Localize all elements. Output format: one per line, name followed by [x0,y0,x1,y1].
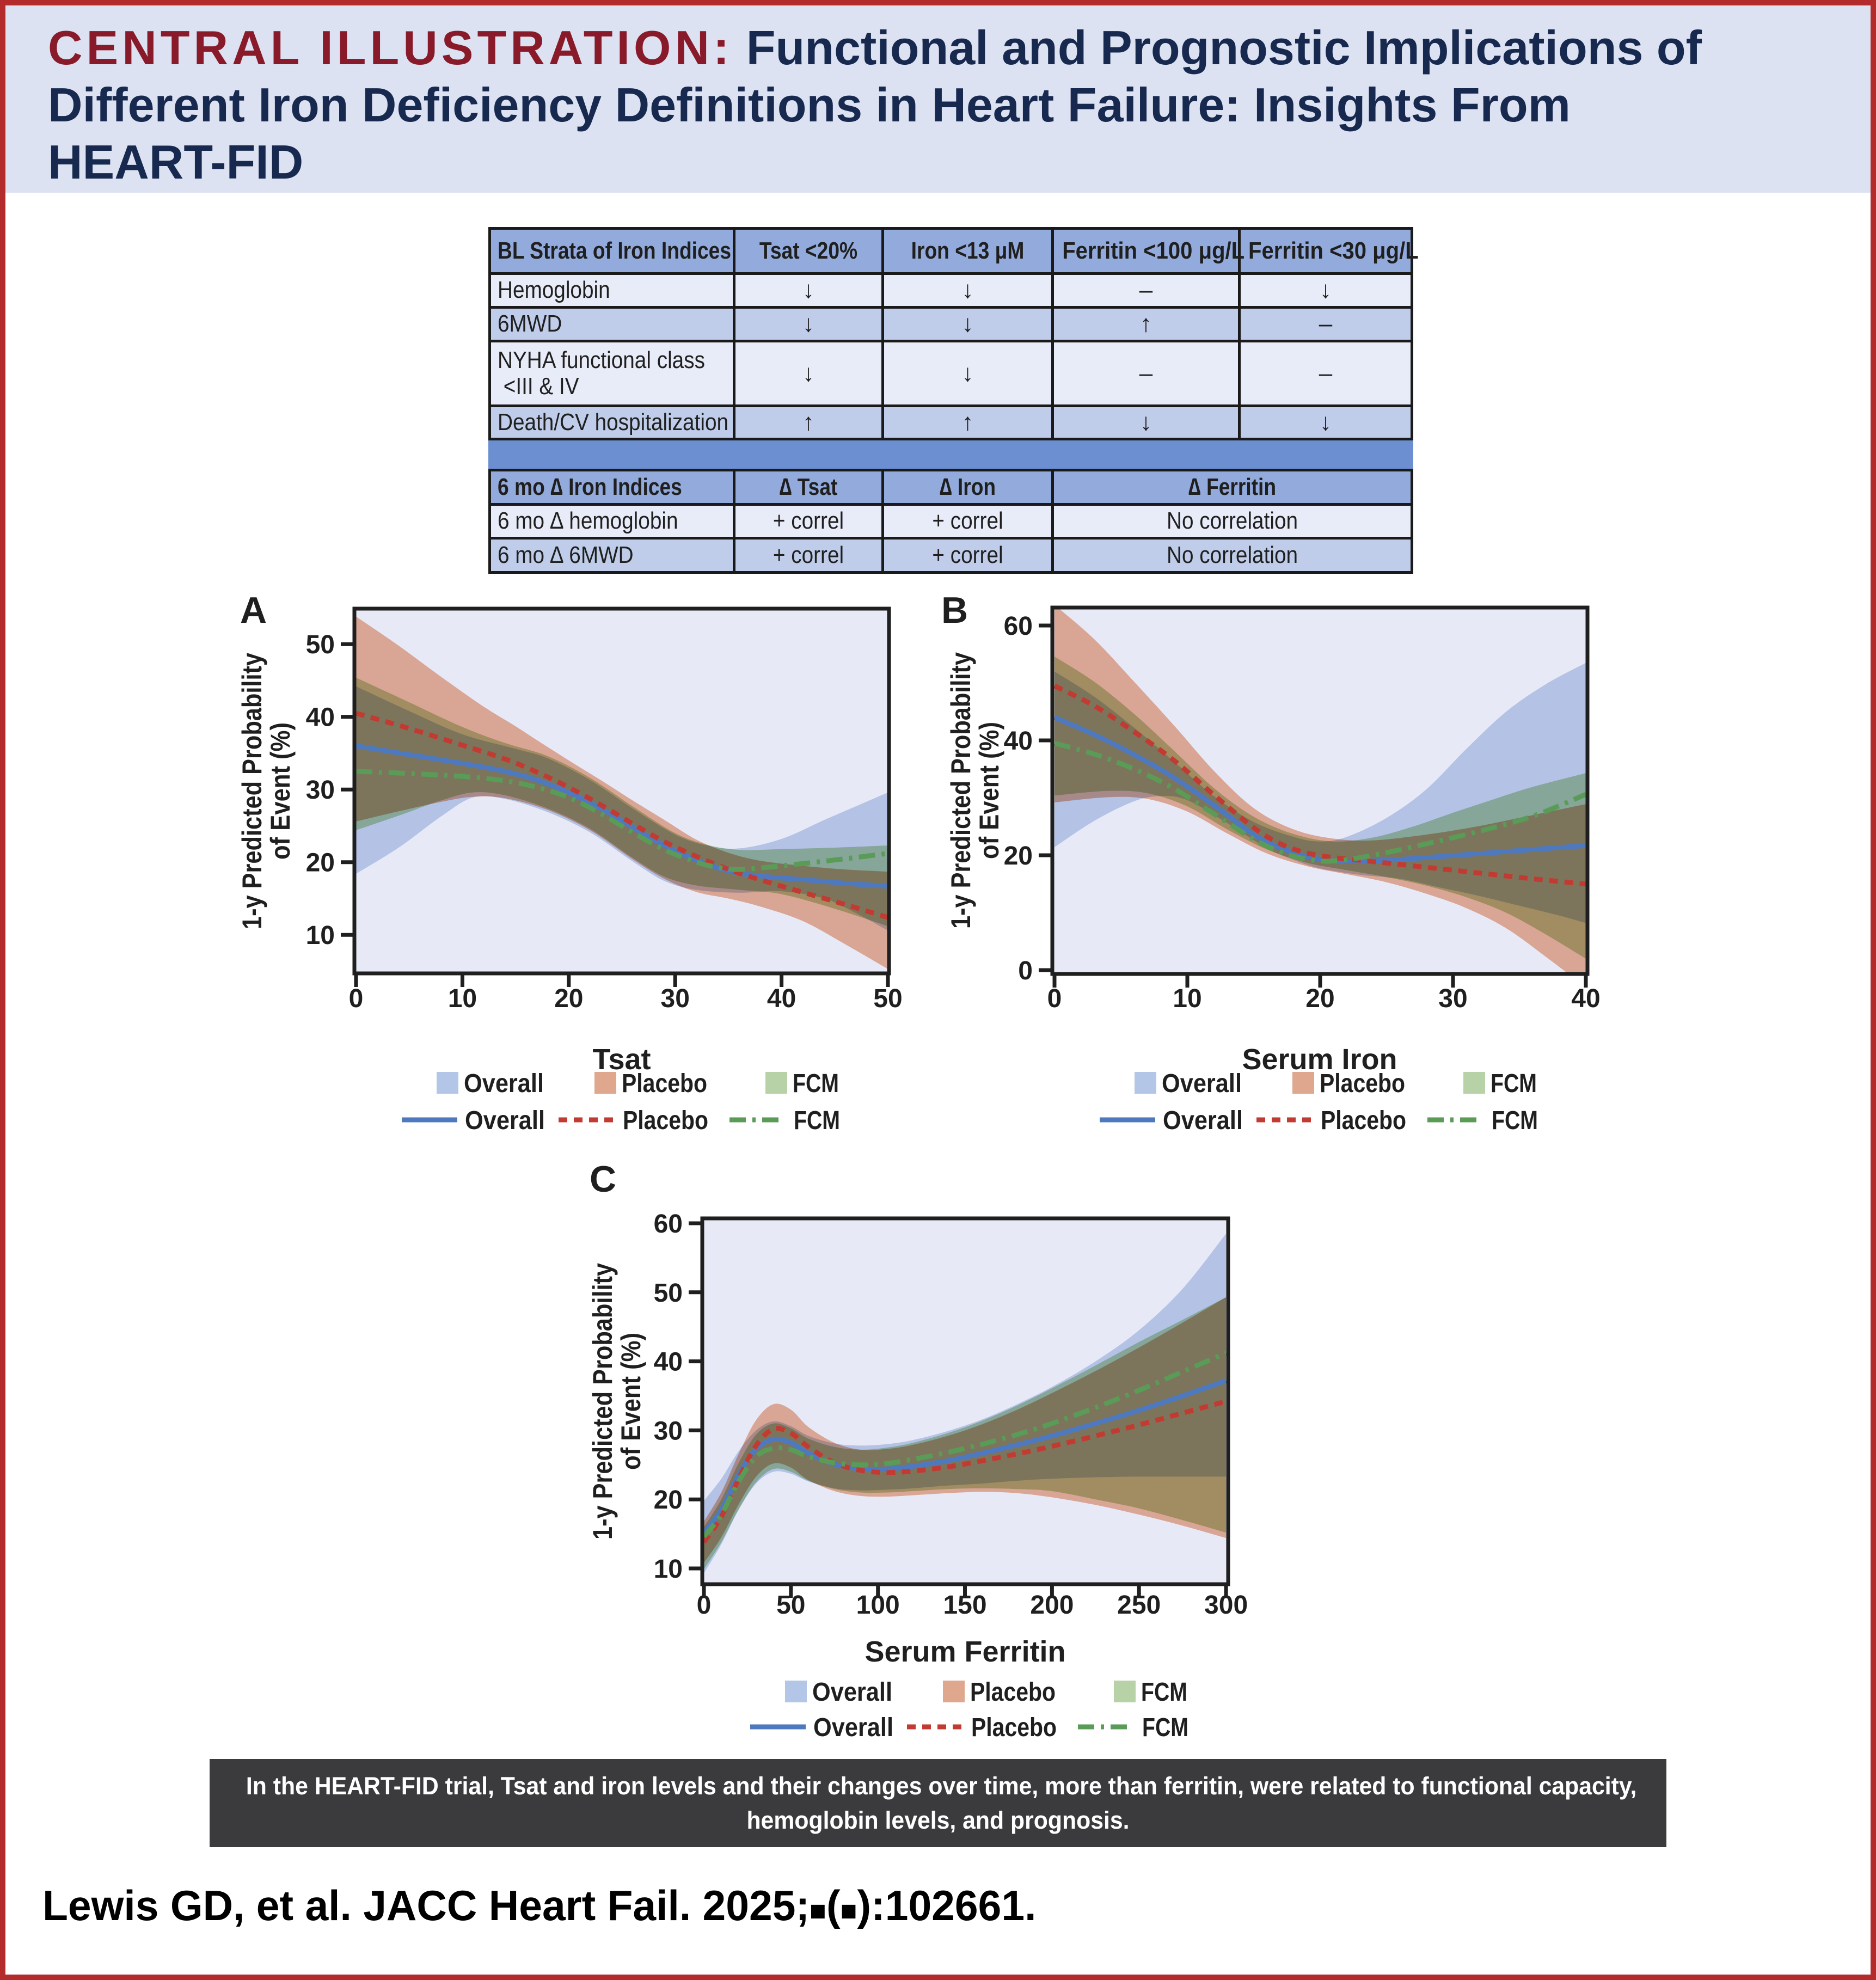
svg-text:10: 10 [1173,984,1201,1013]
svg-text:40: 40 [1571,984,1600,1013]
svg-text:50: 50 [306,630,335,659]
svg-text:40: 40 [767,984,796,1013]
svg-text:30: 30 [1438,984,1467,1013]
svg-text:Overall: Overall [464,1069,544,1098]
svg-text:20: 20 [306,849,335,878]
svg-text:60: 60 [654,1210,683,1239]
svg-text:Placebo: Placebo [1320,1069,1405,1098]
svg-text:Tsat: Tsat [592,1043,651,1076]
svg-text:150: 150 [943,1591,986,1620]
svg-text:20: 20 [554,984,583,1013]
svg-text:100: 100 [856,1591,900,1620]
svg-text:50: 50 [873,984,902,1013]
svg-text:FCM: FCM [1142,1713,1188,1742]
svg-text:Placebo: Placebo [970,1678,1056,1707]
svg-text:FCM: FCM [794,1106,840,1135]
svg-text:Serum Ferritin: Serum Ferritin [865,1635,1065,1668]
svg-text:Placebo: Placebo [623,1106,708,1135]
svg-text:B: B [941,590,968,631]
svg-text:250: 250 [1117,1591,1161,1620]
svg-text:10: 10 [306,921,335,950]
svg-text:200: 200 [1030,1591,1074,1620]
svg-text:Serum Iron: Serum Iron [1242,1043,1397,1076]
svg-text:FCM: FCM [1492,1106,1538,1135]
svg-text:40: 40 [654,1348,683,1377]
svg-text:Placebo: Placebo [971,1713,1057,1742]
svg-text:FCM: FCM [1491,1069,1537,1098]
svg-text:Overall: Overall [813,1713,893,1742]
svg-text:Overall: Overall [812,1678,892,1707]
svg-text:30: 30 [654,1417,683,1445]
svg-text:0: 0 [349,984,364,1013]
svg-text:40: 40 [1004,727,1033,756]
svg-text:40: 40 [306,703,335,732]
svg-text:Overall: Overall [1162,1069,1242,1098]
svg-text:50: 50 [776,1591,805,1620]
svg-text:20: 20 [1004,842,1033,871]
svg-text:0: 0 [697,1591,712,1620]
svg-text:FCM: FCM [793,1069,839,1098]
svg-text:10: 10 [448,984,477,1013]
svg-text:Placebo: Placebo [622,1069,707,1098]
svg-text:50: 50 [654,1279,683,1308]
svg-text:30: 30 [306,776,335,805]
svg-text:FCM: FCM [1141,1678,1187,1707]
svg-text:30: 30 [661,984,690,1013]
svg-text:60: 60 [1004,612,1033,641]
svg-text:A: A [240,590,267,631]
svg-text:10: 10 [654,1555,683,1584]
svg-text:1-y Predicted Probabilityof Ev: 1-y Predicted Probabilityof Event (%) [587,1263,646,1540]
svg-text:20: 20 [654,1486,683,1515]
svg-text:0: 0 [1047,984,1062,1013]
svg-text:0: 0 [1018,957,1033,985]
svg-text:Overall: Overall [465,1106,545,1135]
svg-text:Placebo: Placebo [1321,1106,1406,1135]
svg-text:C: C [590,1158,616,1200]
svg-text:20: 20 [1305,984,1334,1013]
svg-text:300: 300 [1204,1591,1248,1620]
svg-text:1-y Predicted Probabilityof Ev: 1-y Predicted Probabilityof Event (%) [946,652,1004,929]
svg-text:1-y Predicted Probabilityof Ev: 1-y Predicted Probabilityof Event (%) [237,653,296,929]
svg-text:Overall: Overall [1163,1106,1243,1135]
